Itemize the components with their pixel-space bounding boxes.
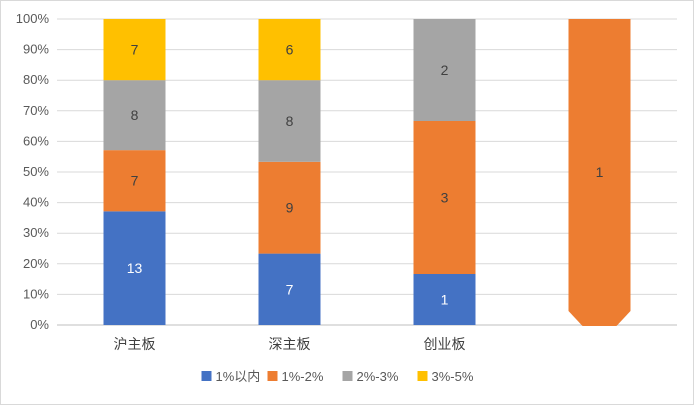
data-label: 7 [286,281,294,297]
data-label: 8 [286,113,294,129]
y-tick-label: 50% [23,164,49,179]
y-tick-label: 80% [23,72,49,87]
data-label: 7 [131,42,139,58]
y-tick-label: 30% [23,225,49,240]
data-label: 13 [127,260,143,276]
category-label: 沪主板 [114,336,156,352]
y-tick-label: 0% [30,317,49,332]
bar-segment [103,211,166,325]
bar-segment [103,19,166,81]
legend-label: 2%-3% [357,369,399,384]
bar-segment [258,19,321,81]
data-label: 6 [286,42,294,58]
legend: 1%以内 1%-2% 2%-3% 3%-5% [201,369,474,384]
data-label: 3 [441,190,449,206]
y-tick-label: 70% [23,103,49,118]
data-label: 2 [441,62,449,78]
category-label: 创业板 [424,336,466,352]
legend-swatch [201,371,212,381]
y-tick-label: 60% [23,133,49,148]
bar-segment [103,150,166,212]
data-label: 9 [286,200,294,216]
y-tick-label: 90% [23,42,49,57]
legend-swatch [417,371,428,381]
y-tick-label: 10% [23,286,49,301]
legend-label: 1%-2% [282,369,324,384]
bars [103,19,631,326]
data-label: 1 [441,292,449,308]
bar-segment [258,161,321,254]
bar-segment [258,80,321,162]
bar-segment [103,80,166,151]
legend-swatch [267,371,278,381]
data-label: 8 [131,107,139,123]
y-tick-label: 40% [23,195,49,210]
bar-segment [568,19,631,326]
legend-label: 3%-5% [432,369,474,384]
bar-segment [413,274,476,325]
category-label: 深主板 [269,336,311,352]
bar-segment [413,121,476,274]
legend-swatch [342,371,353,381]
bar-segment [413,19,476,121]
y-tick-label: 100% [16,11,50,26]
data-label: 1 [596,164,604,180]
data-label: 7 [131,173,139,189]
legend-label: 1%以内 [216,369,261,384]
x-axis-categories: 沪主板 深主板 创业板 [114,336,466,352]
y-tick-label: 20% [23,256,49,271]
y-axis-ticks: 0% 10% 20% 30% 40% 50% 60% 70% 80% 90% 100% [16,11,50,332]
bar-segment [258,253,321,325]
